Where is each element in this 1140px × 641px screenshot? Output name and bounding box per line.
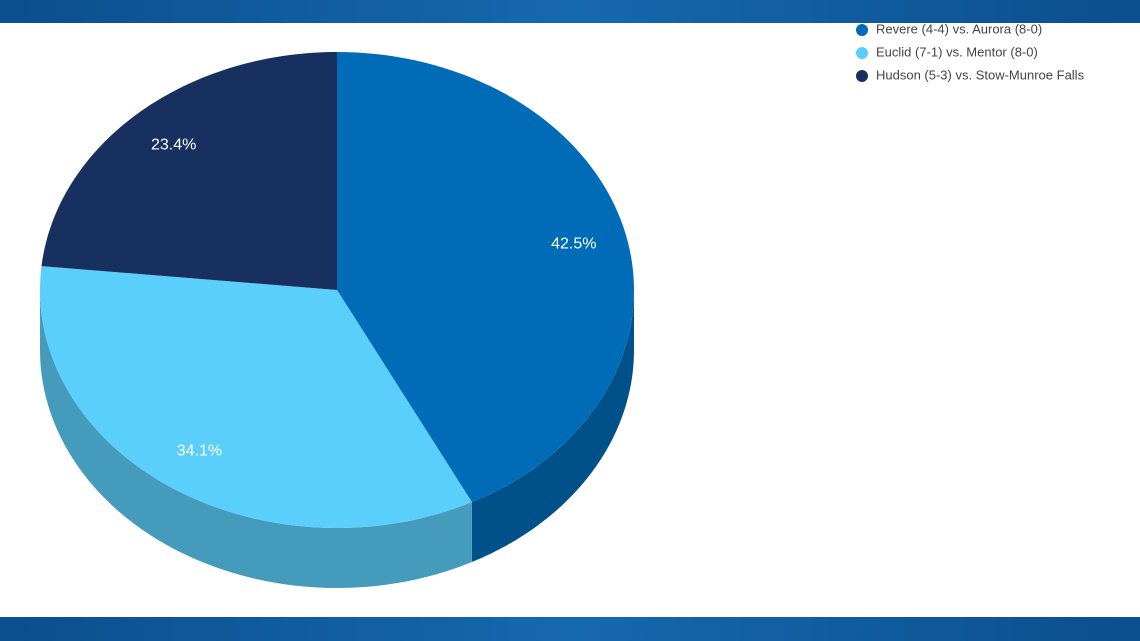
slice <box>41 52 338 290</box>
legend-label: Euclid (7-1) vs. Mentor (8-0) <box>876 44 1038 59</box>
value-label: 42.5% <box>551 236 596 253</box>
bottom-band <box>0 617 1140 641</box>
slice <box>337 52 634 503</box>
pie: 42.5% 34.1% 23.4% <box>40 52 634 588</box>
legend-label: Revere (4-4) vs. Aurora (8-0) <box>876 21 1042 36</box>
slice-side <box>471 290 634 563</box>
value-label: 23.4% <box>151 136 196 153</box>
legend-swatch <box>856 24 868 36</box>
legend: Revere (4-4) vs. Aurora (8-0) Euclid (7-1… <box>856 21 1085 82</box>
slice <box>40 266 472 528</box>
top-band <box>0 0 1140 23</box>
legend-swatch <box>856 47 868 59</box>
value-label: 34.1% <box>177 442 222 459</box>
legend-swatch <box>856 70 868 82</box>
legend-label: Hudson (5-3) vs. Stow-Munroe Falls <box>876 67 1085 82</box>
slice-side <box>40 290 472 588</box>
